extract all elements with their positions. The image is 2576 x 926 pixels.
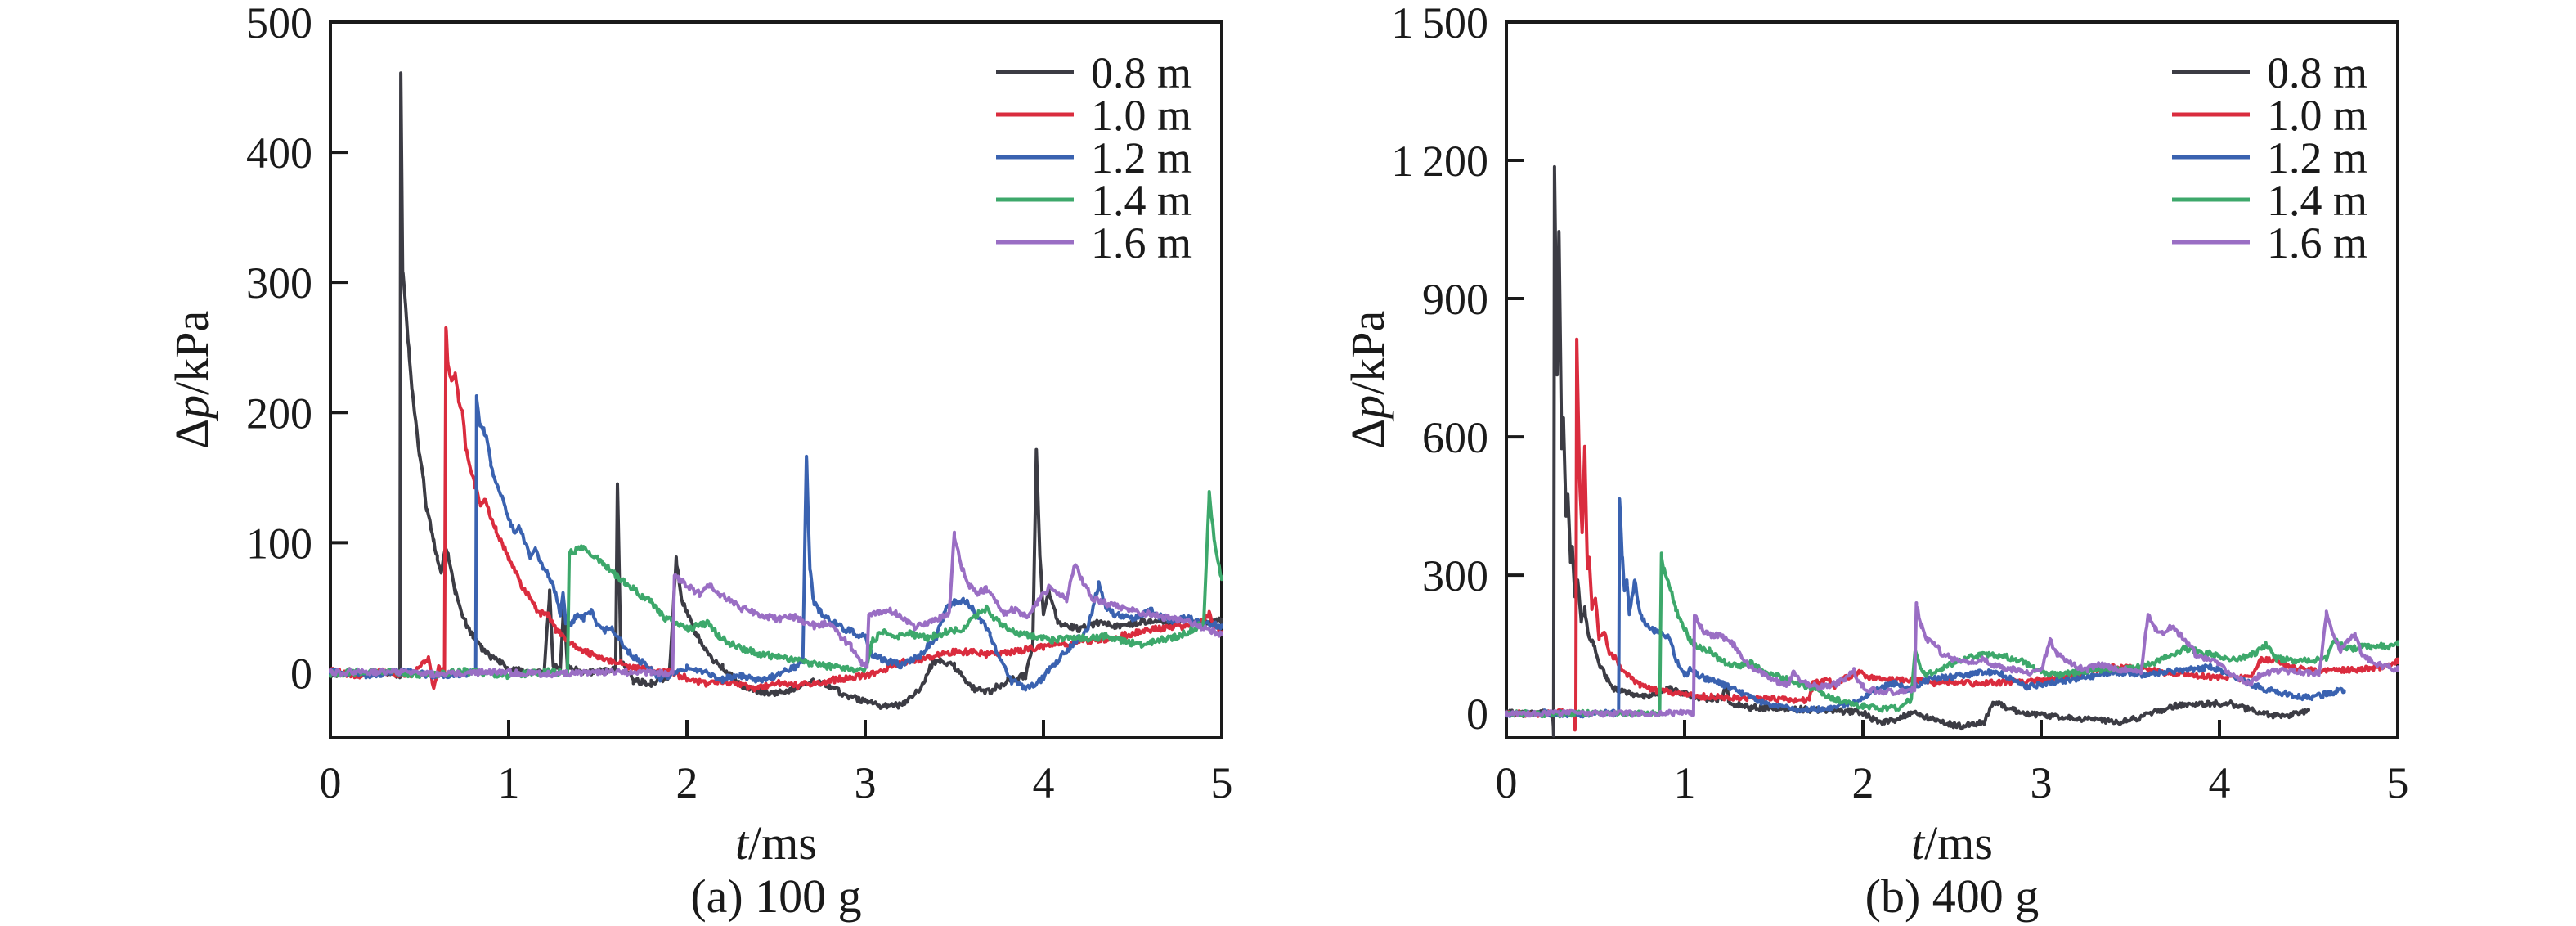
legend-label: 1.2 m [2267, 133, 2367, 182]
series-line-1.4m-a [329, 490, 1223, 681]
series-line-1.4m-b [1505, 551, 2399, 719]
x-tick-label-b: 1 [1674, 758, 1696, 807]
y-tick-label-b: 0 [1466, 690, 1488, 739]
y-tick-label-b: 300 [1422, 551, 1488, 600]
y-tick-label-b: 1 200 [1391, 137, 1488, 186]
series-line-1.0m-b [1505, 337, 2399, 732]
y-tick-label-a: 100 [246, 519, 312, 568]
legend-label: 1.6 m [2267, 218, 2367, 267]
legend-label: 1.6 m [1091, 218, 1192, 267]
x-tick-label-a: 5 [1211, 758, 1233, 807]
series-line-0.8m-a [329, 71, 1223, 710]
chart-panel-b: 0 1 2 3 4 5 0 300 600 900 1 200 1 500 t/ms Δp/kPa (b) … [1341, 0, 2409, 923]
series-line-1.6m-b [1505, 601, 2399, 718]
y-tick-label-a: 200 [246, 389, 312, 438]
y-tick-label-a: 500 [246, 0, 312, 47]
series-line-1.2m-b [1505, 497, 2346, 719]
series-line-1.6m-a [329, 530, 1223, 679]
y-tick-label-b: 1 500 [1391, 0, 1488, 47]
series-line-0.8m-b [1505, 164, 2310, 738]
legend-label: 1.4 m [2267, 176, 2367, 225]
legend-label: 0.8 m [1091, 48, 1192, 97]
legend-label: 1.0 m [1091, 91, 1192, 140]
series-line-1.2m-a [329, 394, 1223, 692]
x-tick-label-a: 3 [855, 758, 877, 807]
chart-panel-a: 0 1 2 3 4 5 0 100 200 300 400 500 t/ms Δp/kPa (a) 100 … [165, 0, 1233, 923]
legend-a: 0.8 m1.0 m1.2 m1.4 m1.6 m [996, 48, 1192, 267]
caption-b: (b) 400 g [1865, 870, 2040, 923]
x-tick-label-b: 3 [2031, 758, 2053, 807]
x-tick-label-b: 0 [1496, 758, 1518, 807]
x-tick-label-a: 2 [676, 758, 698, 807]
y-tick-label-a: 300 [246, 258, 312, 308]
x-axis-title-b: t/ms [1911, 816, 1993, 870]
x-tick-label-a: 4 [1033, 758, 1055, 807]
series-line-1.0m-a [329, 326, 1223, 693]
caption-a: (a) 100 g [690, 870, 861, 923]
legend-b: 0.8 m1.0 m1.2 m1.4 m1.6 m [2172, 48, 2367, 267]
legend-label: 1.4 m [1091, 176, 1192, 225]
legend-label: 1.0 m [2267, 91, 2367, 140]
y-tick-label-b: 900 [1422, 275, 1488, 324]
y-axis-title-a: Δp/kPa [165, 311, 218, 449]
y-axis-title-b: Δp/kPa [1341, 311, 1394, 449]
legend-label: 0.8 m [2267, 48, 2367, 97]
y-tick-label-b: 600 [1422, 413, 1488, 462]
x-tick-label-a: 0 [320, 758, 342, 807]
x-tick-label-b: 5 [2387, 758, 2409, 807]
plot-frame-b [1505, 20, 2399, 739]
y-tick-label-a: 0 [290, 649, 312, 698]
plot-frame-a [329, 20, 1223, 739]
x-tick-label-b: 4 [2209, 758, 2231, 807]
x-axis-title-a: t/ms [735, 816, 817, 870]
legend-label: 1.2 m [1091, 133, 1192, 182]
y-tick-label-a: 400 [246, 128, 312, 178]
x-tick-label-a: 1 [498, 758, 520, 807]
x-tick-label-b: 2 [1852, 758, 1874, 807]
